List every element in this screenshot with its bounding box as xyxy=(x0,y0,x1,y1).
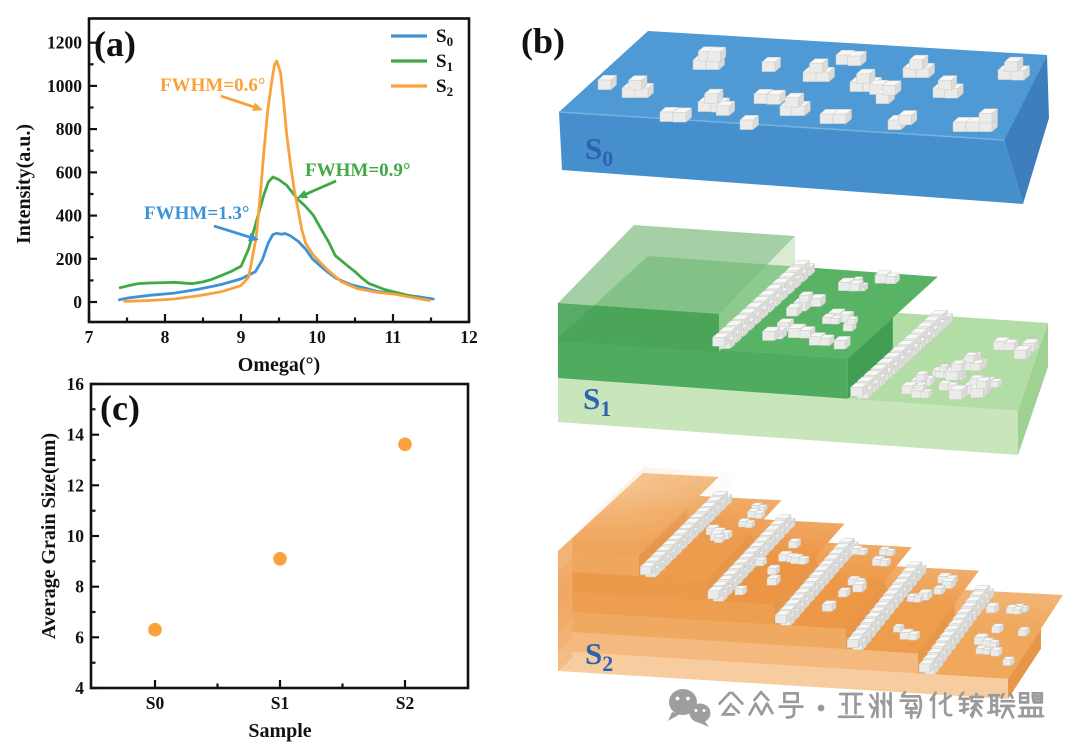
svg-text:Intensity(a.u.): Intensity(a.u.) xyxy=(13,124,35,244)
svg-text:(c): (c) xyxy=(100,388,140,428)
svg-text:FWHM=0.6°: FWHM=0.6° xyxy=(160,75,266,96)
svg-text:FWHM=0.9°: FWHM=0.9° xyxy=(305,160,411,181)
svg-text:11: 11 xyxy=(385,327,402,347)
svg-text:(b): (b) xyxy=(521,21,565,61)
svg-text:200: 200 xyxy=(56,249,83,269)
svg-text:9: 9 xyxy=(237,327,246,347)
svg-text:16: 16 xyxy=(67,374,85,394)
svg-text:12: 12 xyxy=(460,327,478,347)
svg-text:7: 7 xyxy=(85,327,94,347)
svg-text:Omega(°): Omega(°) xyxy=(238,354,320,376)
svg-text:(a): (a) xyxy=(94,24,136,64)
svg-text:FWHM=1.3°: FWHM=1.3° xyxy=(144,203,250,224)
svg-text:8: 8 xyxy=(161,327,170,347)
svg-text:600: 600 xyxy=(56,162,83,182)
svg-text:6: 6 xyxy=(75,627,84,647)
svg-text:12: 12 xyxy=(67,475,85,495)
svg-text:Average Grain Size(nm): Average Grain Size(nm) xyxy=(38,433,60,639)
svg-text:8: 8 xyxy=(75,577,84,597)
svg-text:400: 400 xyxy=(56,206,83,226)
svg-text:10: 10 xyxy=(308,327,326,347)
svg-text:10: 10 xyxy=(67,526,85,546)
svg-text:Sample: Sample xyxy=(248,720,311,742)
svg-text:800: 800 xyxy=(56,119,83,139)
svg-text:1000: 1000 xyxy=(47,76,82,96)
svg-text:0: 0 xyxy=(73,292,82,312)
svg-text:S2: S2 xyxy=(396,693,414,713)
svg-text:4: 4 xyxy=(75,678,84,698)
svg-text:S1: S1 xyxy=(271,693,289,713)
svg-text:1200: 1200 xyxy=(47,33,82,53)
svg-text:S0: S0 xyxy=(146,693,165,713)
svg-text:14: 14 xyxy=(67,425,85,445)
